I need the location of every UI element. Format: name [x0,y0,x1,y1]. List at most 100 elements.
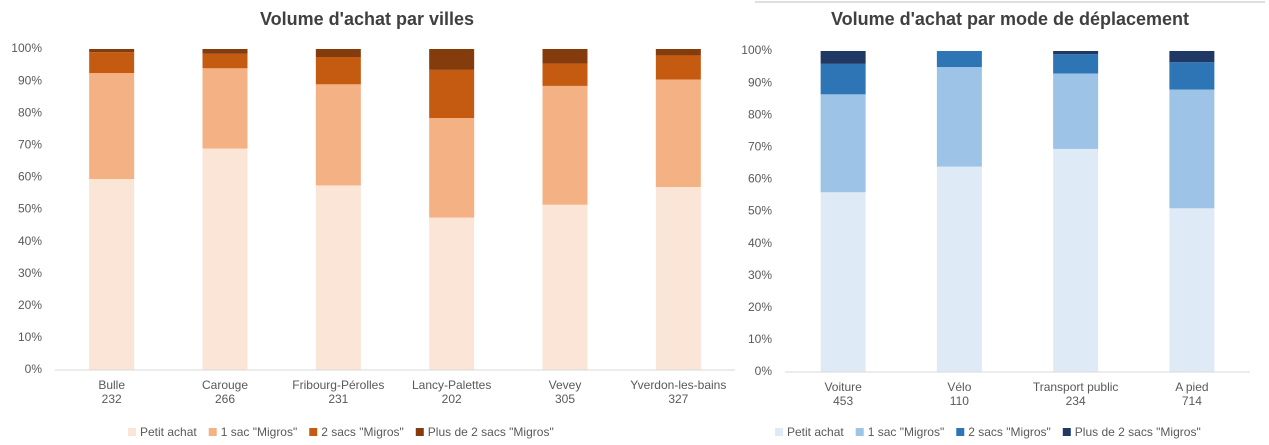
x-tick-count: 327 [668,392,688,406]
bar-segment [1053,148,1099,372]
legend-label: 1 sac "Migros" [868,425,945,439]
x-tick-label: Yverdon-les-bains [630,378,726,392]
legend-label: 1 sac "Migros" [221,425,298,439]
x-tick-label: Transport public [1033,380,1119,394]
y-tick-label: 70% [748,139,772,153]
legend-swatch [128,428,136,436]
x-tick-count: 305 [555,392,575,406]
bar-segment [1053,54,1099,74]
bar-segment [202,53,248,69]
y-tick-label: 100% [11,41,42,55]
legend-swatch [1062,428,1071,436]
y-tick-label: 80% [18,105,42,119]
x-tick-count: 231 [328,392,348,406]
y-tick-label: 30% [748,268,772,282]
x-tick-count: 232 [102,392,122,406]
y-tick-label: 60% [18,170,42,184]
bar-segment [315,84,361,186]
x-tick-count: 202 [442,392,462,406]
x-tick-label: Bulle [98,378,125,392]
bar-segment [820,94,866,193]
y-tick-label: 0% [25,362,43,376]
bar-segment [655,187,701,370]
x-tick-count: 110 [950,394,969,408]
x-tick-count: 714 [1182,394,1202,408]
y-tick-label: 90% [748,75,772,89]
x-tick-count: 453 [833,394,853,408]
x-tick-label: Fribourg-Pérolles [292,378,384,392]
y-tick-label: 20% [748,300,772,314]
x-tick-count: 234 [1066,394,1086,408]
bar-segment [429,217,475,370]
y-tick-label: 100% [741,43,772,57]
legend-swatch [415,428,424,436]
legend-label: Plus de 2 sacs "Migros" [428,425,554,439]
x-tick-label: Vevey [549,378,582,392]
y-tick-label: 0% [755,364,773,378]
x-tick-label: Voiture [824,380,862,394]
y-tick-label: 50% [748,204,772,218]
x-tick-label: Carouge [202,378,248,392]
legend-label: 2 sacs "Migros" [321,425,404,439]
bar-segment [820,192,866,372]
bar-segment [820,51,866,64]
bar-segment [936,51,982,68]
y-tick-label: 40% [18,234,42,248]
x-tick-label: Vélo [947,380,971,394]
bar-segment [202,148,248,370]
bar-segment [202,49,248,54]
bar-segment [1169,208,1215,372]
bar-segment [542,85,588,205]
bar-segment [655,55,701,80]
legend-swatch [855,428,864,436]
bar-segment [89,73,135,180]
x-tick-count: 266 [215,392,235,406]
bar-segment [542,63,588,86]
bar-segment [89,52,135,74]
bar-segment [429,49,475,70]
bar-segment [936,67,982,167]
bar-segment [820,63,866,95]
bar-segment [542,204,588,370]
bar-segment [655,79,701,188]
legend-swatch [208,428,217,436]
bar-segment [1053,73,1099,149]
legend-label: Plus de 2 sacs "Migros" [1075,425,1201,439]
y-tick-label: 40% [748,236,772,250]
legend-swatch [309,428,318,436]
y-tick-label: 90% [18,73,42,87]
bar-segment [1169,89,1215,209]
y-tick-label: 60% [748,172,772,186]
bar-segment [89,49,135,53]
legend-swatch [775,428,783,436]
y-tick-label: 80% [748,107,772,121]
y-tick-label: 20% [18,298,42,312]
y-tick-label: 10% [18,330,42,344]
bar-segment [315,49,361,58]
y-tick-label: 30% [18,266,42,280]
bar-segment [936,166,982,372]
bar-segment [202,68,248,149]
bar-segment [655,49,701,56]
y-tick-label: 10% [748,332,772,346]
bar-segment [1169,62,1215,90]
bar-segment [315,185,361,370]
legend-label: 2 sacs "Migros" [968,425,1051,439]
y-tick-label: 70% [18,137,42,151]
x-tick-label: A pied [1175,380,1208,394]
chart-title: Volume d'achat par mode de déplacement [831,9,1189,29]
legend-label: Petit achat [787,425,844,439]
bar-segment [89,179,135,370]
legend-label: Petit achat [140,425,197,439]
bar-segment [429,118,475,218]
y-tick-label: 50% [18,202,42,216]
bar-segment [1053,51,1099,55]
bar-segment [315,57,361,85]
chart-title: Volume d'achat par villes [260,9,474,29]
bar-segment [542,49,588,64]
x-tick-label: Lancy-Palettes [412,378,491,392]
legend-swatch [956,428,965,436]
bar-segment [429,69,475,119]
bar-segment [1169,51,1215,63]
